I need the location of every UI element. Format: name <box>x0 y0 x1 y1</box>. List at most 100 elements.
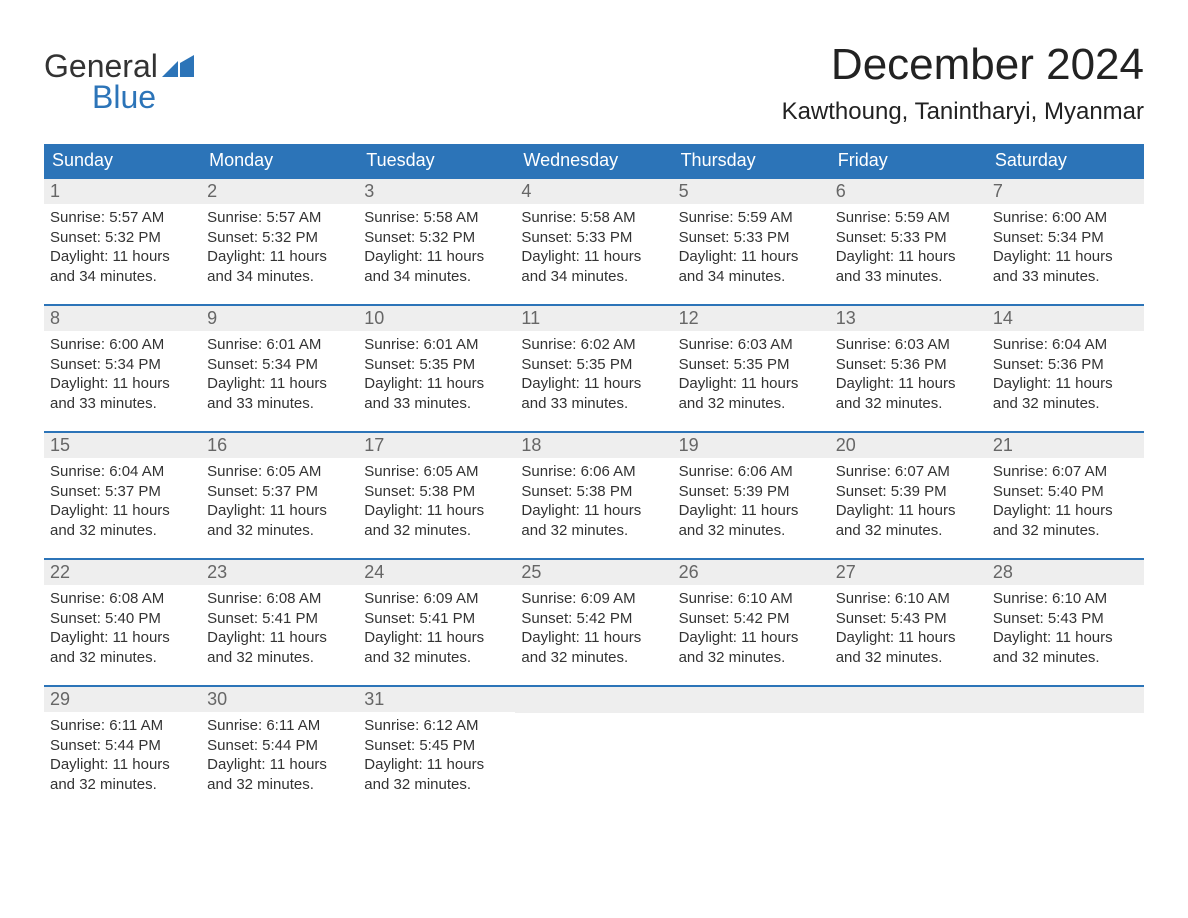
day-cell: 24Sunrise: 6:09 AMSunset: 5:41 PMDayligh… <box>358 560 515 671</box>
day-body: Sunrise: 6:07 AMSunset: 5:39 PMDaylight:… <box>830 458 987 544</box>
daylight-line-2: and 34 minutes. <box>207 267 352 287</box>
sunrise-line: Sunrise: 6:08 AM <box>207 589 352 609</box>
day-number: 19 <box>673 433 830 458</box>
day-cell <box>987 687 1144 798</box>
sunset-line: Sunset: 5:38 PM <box>364 482 509 502</box>
daylight-line-1: Daylight: 11 hours <box>836 374 981 394</box>
daylight-line-1: Daylight: 11 hours <box>521 374 666 394</box>
sunset-line: Sunset: 5:36 PM <box>836 355 981 375</box>
sunrise-line: Sunrise: 6:11 AM <box>207 716 352 736</box>
day-cell: 25Sunrise: 6:09 AMSunset: 5:42 PMDayligh… <box>515 560 672 671</box>
day-body: Sunrise: 6:12 AMSunset: 5:45 PMDaylight:… <box>358 712 515 798</box>
sunset-line: Sunset: 5:38 PM <box>521 482 666 502</box>
daylight-line-1: Daylight: 11 hours <box>50 755 195 775</box>
daylight-line-2: and 32 minutes. <box>521 521 666 541</box>
sunrise-line: Sunrise: 6:05 AM <box>364 462 509 482</box>
day-body: Sunrise: 6:00 AMSunset: 5:34 PMDaylight:… <box>987 204 1144 290</box>
sunrise-line: Sunrise: 6:03 AM <box>679 335 824 355</box>
sunrise-line: Sunrise: 6:05 AM <box>207 462 352 482</box>
day-body: Sunrise: 6:08 AMSunset: 5:41 PMDaylight:… <box>201 585 358 671</box>
sunset-line: Sunset: 5:37 PM <box>207 482 352 502</box>
day-cell: 26Sunrise: 6:10 AMSunset: 5:42 PMDayligh… <box>673 560 830 671</box>
daylight-line-2: and 33 minutes. <box>207 394 352 414</box>
sunrise-line: Sunrise: 6:11 AM <box>50 716 195 736</box>
day-cell: 6Sunrise: 5:59 AMSunset: 5:33 PMDaylight… <box>830 179 987 290</box>
daylight-line-2: and 32 minutes. <box>364 521 509 541</box>
weekday-header-row: SundayMondayTuesdayWednesdayThursdayFrid… <box>44 144 1144 177</box>
sunset-line: Sunset: 5:43 PM <box>993 609 1138 629</box>
sunset-line: Sunset: 5:33 PM <box>679 228 824 248</box>
day-cell: 1Sunrise: 5:57 AMSunset: 5:32 PMDaylight… <box>44 179 201 290</box>
sunrise-line: Sunrise: 6:06 AM <box>679 462 824 482</box>
sunset-line: Sunset: 5:32 PM <box>364 228 509 248</box>
day-body: Sunrise: 6:08 AMSunset: 5:40 PMDaylight:… <box>44 585 201 671</box>
daylight-line-2: and 32 minutes. <box>364 775 509 795</box>
day-body: Sunrise: 5:58 AMSunset: 5:33 PMDaylight:… <box>515 204 672 290</box>
sunrise-line: Sunrise: 5:57 AM <box>207 208 352 228</box>
day-number: 10 <box>358 306 515 331</box>
day-body: Sunrise: 6:10 AMSunset: 5:42 PMDaylight:… <box>673 585 830 671</box>
sunrise-line: Sunrise: 6:09 AM <box>364 589 509 609</box>
daylight-line-2: and 34 minutes. <box>521 267 666 287</box>
sunrise-line: Sunrise: 6:10 AM <box>836 589 981 609</box>
location: Kawthoung, Tanintharyi, Myanmar <box>782 98 1144 126</box>
week-row: 8Sunrise: 6:00 AMSunset: 5:34 PMDaylight… <box>44 304 1144 417</box>
day-cell: 4Sunrise: 5:58 AMSunset: 5:33 PMDaylight… <box>515 179 672 290</box>
sunset-line: Sunset: 5:34 PM <box>207 355 352 375</box>
sunset-line: Sunset: 5:36 PM <box>993 355 1138 375</box>
daylight-line-2: and 32 minutes. <box>207 521 352 541</box>
sunset-line: Sunset: 5:45 PM <box>364 736 509 756</box>
day-cell <box>830 687 987 798</box>
title-block: December 2024 Kawthoung, Tanintharyi, My… <box>782 40 1144 126</box>
day-cell: 27Sunrise: 6:10 AMSunset: 5:43 PMDayligh… <box>830 560 987 671</box>
sunrise-line: Sunrise: 6:10 AM <box>679 589 824 609</box>
day-number: 2 <box>201 179 358 204</box>
sunset-line: Sunset: 5:41 PM <box>207 609 352 629</box>
day-number <box>830 687 987 713</box>
day-body: Sunrise: 6:04 AMSunset: 5:37 PMDaylight:… <box>44 458 201 544</box>
day-cell: 3Sunrise: 5:58 AMSunset: 5:32 PMDaylight… <box>358 179 515 290</box>
sunset-line: Sunset: 5:44 PM <box>207 736 352 756</box>
daylight-line-1: Daylight: 11 hours <box>993 628 1138 648</box>
daylight-line-2: and 33 minutes. <box>364 394 509 414</box>
day-body: Sunrise: 6:01 AMSunset: 5:35 PMDaylight:… <box>358 331 515 417</box>
day-number: 31 <box>358 687 515 712</box>
day-number: 7 <box>987 179 1144 204</box>
day-number <box>515 687 672 713</box>
sunrise-line: Sunrise: 6:01 AM <box>207 335 352 355</box>
daylight-line-2: and 32 minutes. <box>993 521 1138 541</box>
day-body: Sunrise: 6:03 AMSunset: 5:36 PMDaylight:… <box>830 331 987 417</box>
day-number: 27 <box>830 560 987 585</box>
day-number: 1 <box>44 179 201 204</box>
daylight-line-2: and 32 minutes. <box>993 648 1138 668</box>
day-number: 8 <box>44 306 201 331</box>
sunset-line: Sunset: 5:39 PM <box>836 482 981 502</box>
day-cell: 18Sunrise: 6:06 AMSunset: 5:38 PMDayligh… <box>515 433 672 544</box>
sunset-line: Sunset: 5:33 PM <box>836 228 981 248</box>
sunset-line: Sunset: 5:34 PM <box>993 228 1138 248</box>
sunrise-line: Sunrise: 5:59 AM <box>836 208 981 228</box>
sunset-line: Sunset: 5:35 PM <box>679 355 824 375</box>
daylight-line-1: Daylight: 11 hours <box>207 374 352 394</box>
daylight-line-1: Daylight: 11 hours <box>993 247 1138 267</box>
daylight-line-2: and 34 minutes. <box>50 267 195 287</box>
weekday-cell: Monday <box>201 144 358 177</box>
daylight-line-1: Daylight: 11 hours <box>50 247 195 267</box>
sunrise-line: Sunrise: 6:04 AM <box>50 462 195 482</box>
day-body: Sunrise: 6:00 AMSunset: 5:34 PMDaylight:… <box>44 331 201 417</box>
day-cell <box>515 687 672 798</box>
day-body: Sunrise: 6:04 AMSunset: 5:36 PMDaylight:… <box>987 331 1144 417</box>
day-cell: 9Sunrise: 6:01 AMSunset: 5:34 PMDaylight… <box>201 306 358 417</box>
day-number: 17 <box>358 433 515 458</box>
sunset-line: Sunset: 5:43 PM <box>836 609 981 629</box>
daylight-line-2: and 32 minutes. <box>836 394 981 414</box>
day-number: 5 <box>673 179 830 204</box>
daylight-line-2: and 32 minutes. <box>50 775 195 795</box>
day-cell: 20Sunrise: 6:07 AMSunset: 5:39 PMDayligh… <box>830 433 987 544</box>
day-number: 16 <box>201 433 358 458</box>
daylight-line-2: and 32 minutes. <box>679 394 824 414</box>
sunrise-line: Sunrise: 6:01 AM <box>364 335 509 355</box>
daylight-line-1: Daylight: 11 hours <box>993 501 1138 521</box>
day-body: Sunrise: 6:11 AMSunset: 5:44 PMDaylight:… <box>201 712 358 798</box>
sunrise-line: Sunrise: 6:10 AM <box>993 589 1138 609</box>
